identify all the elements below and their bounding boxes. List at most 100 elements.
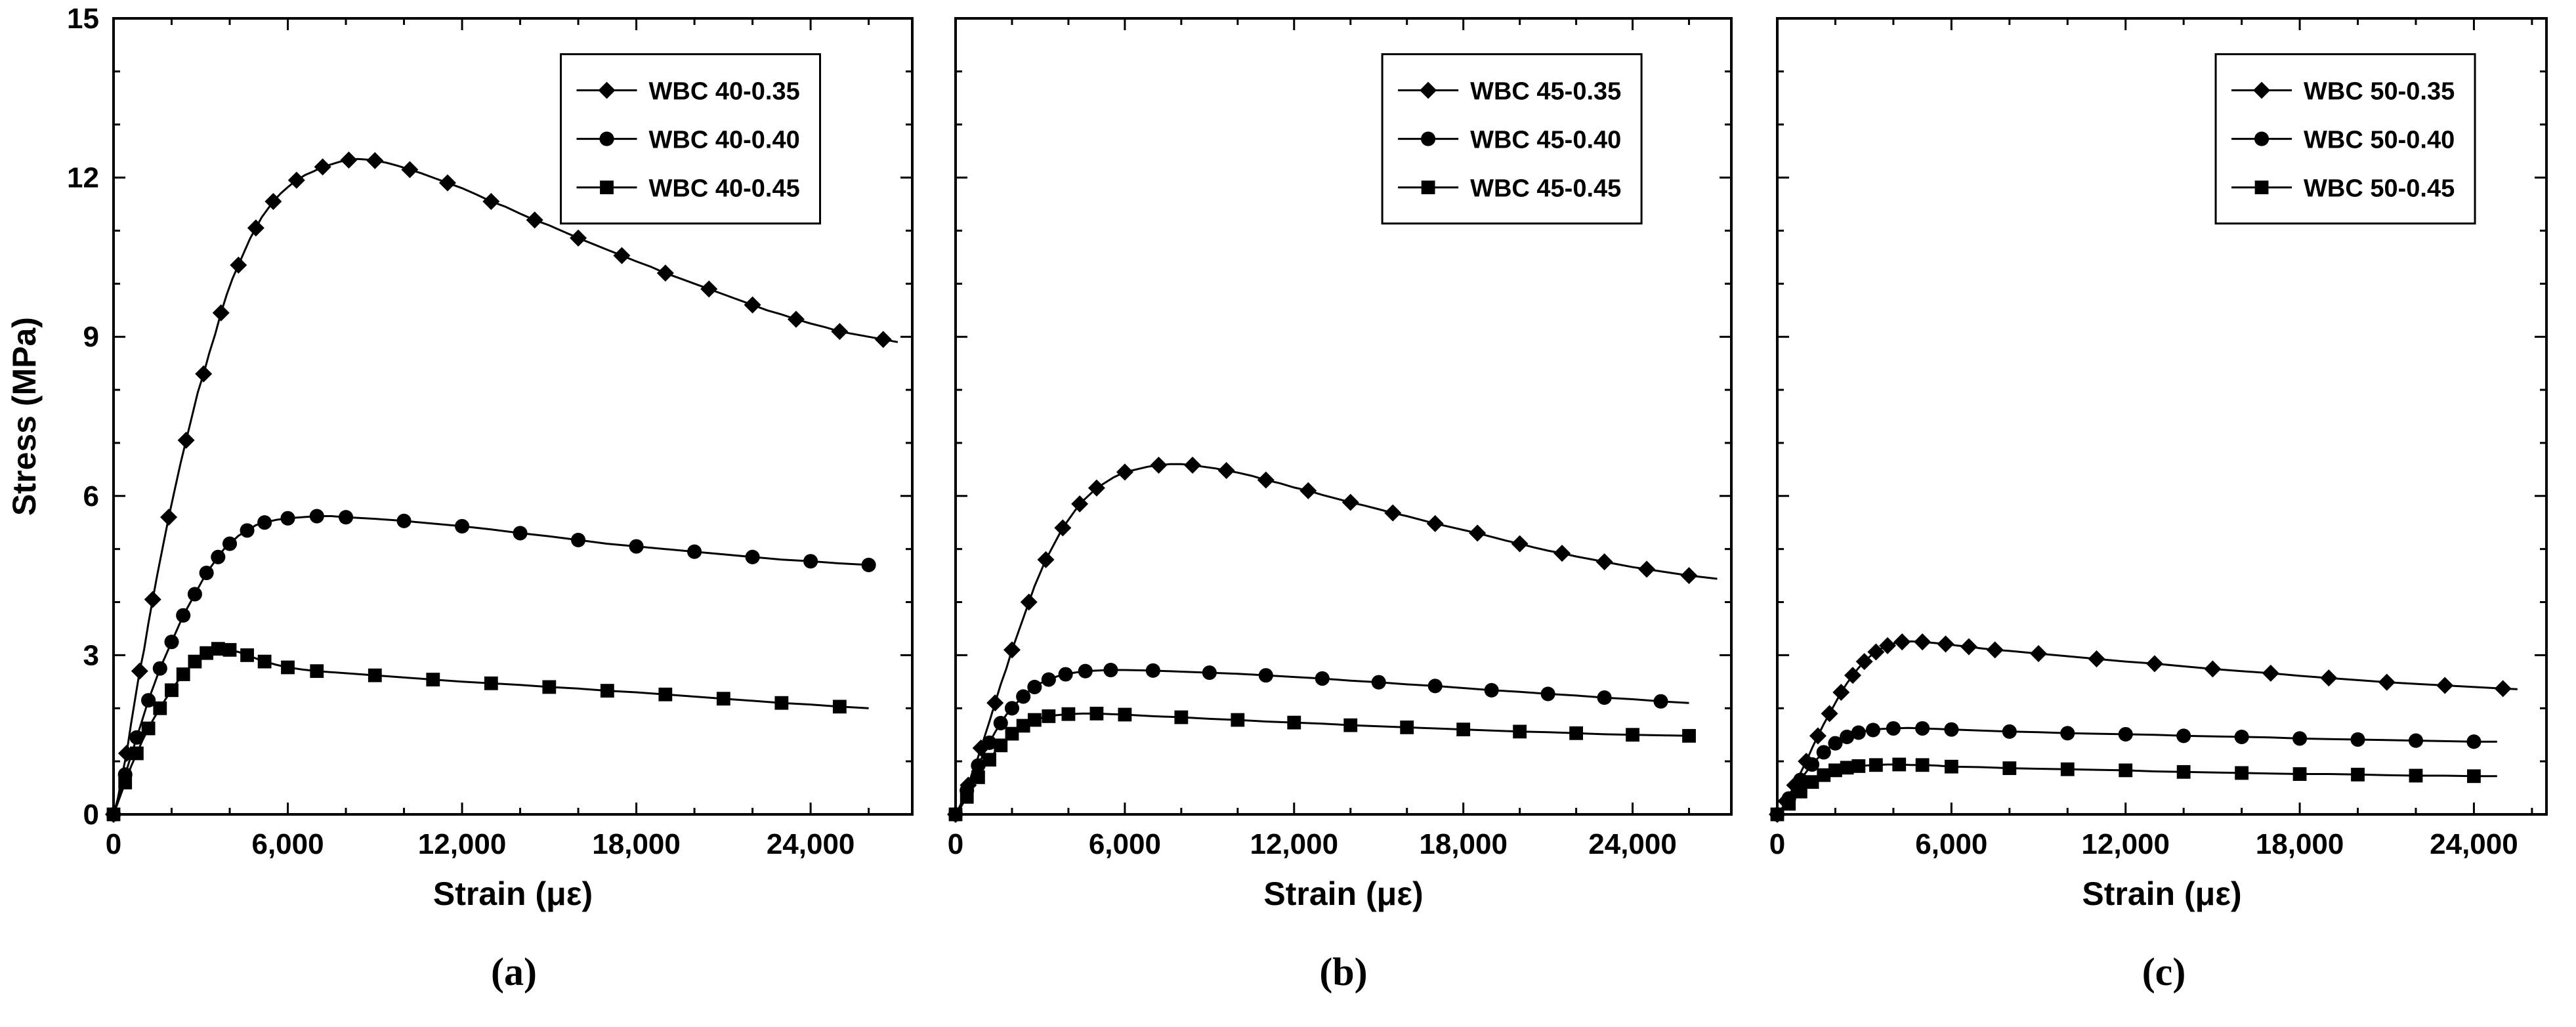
series-marker-diamond: [1595, 553, 1613, 571]
series-marker-square: [257, 654, 272, 669]
series-marker-circle: [1828, 736, 1843, 751]
series-marker-square: [971, 770, 985, 784]
series-marker-circle: [1484, 682, 1499, 698]
series-marker-square: [1892, 757, 1907, 772]
series-marker-diamond: [2204, 660, 2222, 678]
x-tick-label: 12,000: [418, 828, 507, 860]
series-marker-circle: [1258, 668, 1273, 683]
x-tick-label: 24,000: [767, 828, 855, 860]
series-marker-square: [222, 642, 237, 657]
series-marker-diamond: [1680, 567, 1698, 585]
series-marker-circle: [1805, 757, 1820, 772]
series-wbc-45-0.35: [947, 456, 1718, 823]
series-marker-circle: [240, 523, 255, 538]
series-marker-circle: [982, 735, 997, 750]
legend-label: WBC 40-0.45: [649, 175, 800, 203]
x-tick-label: 18,000: [1419, 828, 1508, 860]
series-marker-diamond: [831, 323, 849, 341]
legend: WBC 40-0.35 WBC 40-0.40 WBC 40-0.45: [560, 53, 822, 225]
series-marker-circle: [993, 715, 1008, 730]
series-marker-diamond: [1426, 514, 1444, 532]
series-marker-diamond: [1809, 727, 1826, 745]
y-tick-label: 9: [83, 321, 99, 353]
caption-b: (b): [1319, 950, 1368, 994]
x-tick-label: 18,000: [592, 828, 681, 860]
series-marker-diamond: [1832, 684, 1850, 702]
series-marker-circle: [1078, 663, 1093, 679]
series-marker-square: [1770, 807, 1784, 822]
series-marker-circle: [1103, 662, 1118, 678]
series-marker-circle: [1540, 686, 1555, 702]
x-tick-label: 24,000: [2430, 828, 2518, 860]
series-marker-circle: [2176, 728, 2191, 744]
legend-label: WBC 50-0.40: [2304, 127, 2455, 154]
series-marker-square: [130, 746, 144, 761]
series-marker-diamond: [1087, 479, 1105, 497]
series-marker-circle: [2292, 731, 2308, 746]
series-wbc-40-0.35: [105, 151, 898, 823]
series-marker-diamond: [195, 365, 213, 383]
series-marker-square: [1016, 719, 1030, 733]
series-marker-square: [1400, 720, 1414, 734]
series-marker-circle: [803, 554, 818, 569]
series-marker-diamond: [2494, 680, 2512, 698]
axis-ticks: [112, 17, 912, 816]
series-marker-diamond: [2145, 655, 2163, 673]
series-marker-diamond: [700, 280, 718, 298]
series-marker-square: [1174, 710, 1189, 724]
series-marker-diamond: [1037, 551, 1055, 568]
series-marker-square: [211, 642, 225, 656]
series-marker-diamond: [1960, 638, 1977, 656]
series-marker-square: [2060, 762, 2075, 776]
series-marker-diamond: [160, 509, 178, 526]
series-marker-circle: [1016, 689, 1031, 704]
series-marker-diamond: [482, 192, 500, 210]
series-marker-square: [994, 738, 1008, 753]
legend-label: WBC 45-0.45: [1470, 175, 1621, 203]
x-axis-title: Strain (με): [433, 875, 593, 912]
series-marker-diamond: [1257, 471, 1275, 489]
series-marker-circle: [571, 532, 586, 547]
series-marker-square: [1061, 707, 1076, 721]
series-marker-diamond: [287, 171, 305, 189]
series-marker-circle: [1145, 663, 1160, 678]
series-marker-square: [188, 654, 202, 669]
series-marker-diamond: [2320, 669, 2338, 687]
x-tick-label: 6,000: [251, 828, 324, 860]
y-tick-label: 3: [83, 639, 99, 671]
series-marker-circle: [745, 549, 760, 564]
series-marker-diamond: [986, 694, 1004, 712]
legend-label: WBC 40-0.35: [649, 78, 800, 106]
caption-c: (c): [2142, 950, 2186, 994]
y-tick-label: 0: [83, 799, 99, 831]
series-marker-diamond: [401, 161, 419, 178]
series-marker-diamond: [1821, 705, 1838, 723]
series-marker-diamond: [2436, 677, 2454, 694]
series-marker-circle: [861, 557, 876, 572]
y-tick-label: 6: [83, 480, 99, 513]
series-marker-circle: [1004, 701, 1020, 716]
series-marker-circle: [129, 730, 144, 745]
series-marker-diamond: [247, 219, 264, 237]
series-marker-square: [106, 807, 121, 822]
series-marker-circle: [1865, 723, 1880, 738]
series-marker-square: [2409, 768, 2423, 783]
series-marker-circle: [2408, 733, 2424, 748]
legend-marker-square: [1421, 180, 1435, 194]
series-marker-circle: [164, 635, 179, 650]
x-tick-label: 12,000: [1250, 828, 1338, 860]
x-tick-label: 0: [1769, 828, 1785, 860]
series-marker-diamond: [1553, 545, 1571, 562]
x-tick-label: 12,000: [2081, 828, 2170, 860]
series-marker-diamond: [2088, 650, 2105, 668]
series-marker-square: [2002, 761, 2017, 776]
series-marker-circle: [1202, 665, 1217, 681]
series-marker-square: [1782, 797, 1796, 811]
series-marker-square: [716, 692, 730, 706]
axis-ticks: [954, 17, 1731, 816]
series-marker-diamond: [744, 296, 761, 314]
series-wbc-50-0.45: [1770, 757, 2497, 822]
axis-ticks: [1776, 17, 2546, 816]
series-marker-diamond: [1937, 635, 1954, 653]
x-tick-label: 6,000: [1915, 828, 1987, 860]
